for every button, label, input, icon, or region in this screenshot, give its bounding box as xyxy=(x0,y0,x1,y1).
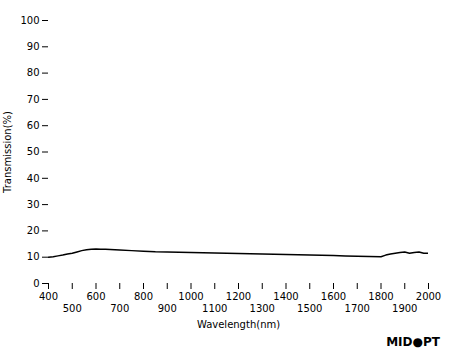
svg-text:2000: 2000 xyxy=(416,291,441,302)
svg-text:1200: 1200 xyxy=(226,291,251,302)
svg-text:700: 700 xyxy=(110,303,129,314)
svg-text:0: 0 xyxy=(33,278,39,289)
svg-text:10: 10 xyxy=(27,251,40,262)
svg-text:1600: 1600 xyxy=(321,291,346,302)
svg-text:1900: 1900 xyxy=(392,303,417,314)
svg-text:1700: 1700 xyxy=(345,303,370,314)
svg-text:40: 40 xyxy=(27,173,40,184)
svg-text:1300: 1300 xyxy=(250,303,275,314)
svg-text:1100: 1100 xyxy=(202,303,227,314)
svg-text:1800: 1800 xyxy=(368,291,393,302)
svg-text:50: 50 xyxy=(27,146,40,157)
html-text:MID●PT: MID●PT xyxy=(386,335,440,349)
svg-text:1400: 1400 xyxy=(273,291,298,302)
svg-text:60: 60 xyxy=(27,120,40,131)
svg-text:Transmission(%): Transmission(%) xyxy=(2,111,13,194)
svg-text:70: 70 xyxy=(27,94,40,105)
svg-text:1500: 1500 xyxy=(297,303,322,314)
svg-text:30: 30 xyxy=(27,199,40,210)
svg-text:100: 100 xyxy=(20,15,39,26)
svg-text:400: 400 xyxy=(39,291,58,302)
svg-text:90: 90 xyxy=(27,41,40,52)
svg-text:20: 20 xyxy=(27,225,40,236)
svg-text:800: 800 xyxy=(134,291,153,302)
svg-text:Wavelength(nm): Wavelength(nm) xyxy=(197,319,280,330)
svg-text:600: 600 xyxy=(86,291,105,302)
svg-text:500: 500 xyxy=(63,303,82,314)
svg-text:1000: 1000 xyxy=(178,291,203,302)
svg-text:900: 900 xyxy=(158,303,177,314)
svg-text:80: 80 xyxy=(27,67,40,78)
